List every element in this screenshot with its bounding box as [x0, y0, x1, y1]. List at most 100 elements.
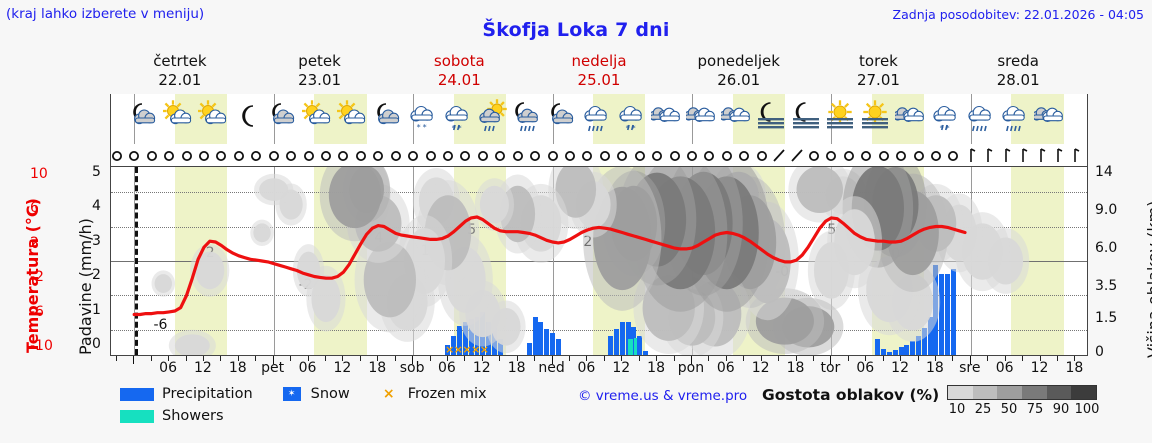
cloudheight-tick-label: 1.5	[1095, 310, 1118, 326]
location-menu-note[interactable]: (kraj lahko izberete v meniju)	[6, 6, 205, 22]
page-title: Škofja Loka 7 dni	[482, 19, 670, 41]
precipitation-bar	[550, 332, 555, 355]
wind-barb-icon	[318, 147, 334, 164]
precipitation-bar	[619, 322, 625, 355]
precipitation-bar	[457, 325, 463, 355]
wind-barb-icon	[945, 147, 961, 164]
shower-bar	[634, 337, 640, 355]
x-axis-label: 06	[159, 360, 178, 376]
x-axis-tick	[882, 356, 884, 361]
x-axis-tick	[778, 356, 780, 361]
day-name: torek	[859, 52, 898, 70]
svg-text:*: *	[457, 124, 461, 133]
x-axis-tick	[708, 356, 710, 361]
last-updated-text: Zadnja posodobitev: 22.01.2026 - 04:05	[892, 7, 1144, 22]
weather-icon-cloud	[1032, 96, 1064, 142]
precipitation-bar	[916, 336, 921, 355]
wind-barb-icon	[911, 147, 927, 164]
cloud-density-step	[948, 386, 973, 399]
x-axis-tick	[812, 356, 814, 361]
x-axis-tick	[185, 356, 187, 361]
x-axis-label: ned	[538, 360, 565, 376]
precipitation-tick-label: 5	[92, 164, 101, 180]
wind-barb-icon	[213, 147, 229, 164]
day-header-nedelja: nedelja 25.01	[529, 52, 669, 92]
x-axis-tick	[220, 356, 222, 361]
weather-icon-moon-cloud	[267, 96, 297, 142]
x-axis-tick	[638, 356, 640, 361]
wind-barb-icon	[876, 147, 892, 164]
x-axis-tick	[1022, 356, 1024, 361]
wind-barb-icon	[1050, 147, 1066, 164]
wind-barb-icon	[579, 147, 595, 164]
day-header-četrtek: četrtek 22.01	[110, 52, 250, 92]
x-axis-label: 12	[891, 360, 910, 376]
x-axis-label: 06	[716, 360, 735, 376]
x-axis-label: 18	[228, 360, 247, 376]
precipitation-bar	[921, 328, 927, 355]
day-separator	[134, 167, 136, 355]
x-axis-tick	[255, 356, 257, 361]
legend-label: Snow	[310, 386, 350, 402]
x-axis-label: 12	[333, 360, 352, 376]
frozen-mix-marker: ×	[479, 343, 490, 356]
x-axis-tick	[917, 356, 919, 361]
x-axis-label: 06	[438, 360, 456, 376]
wind-barb-icon	[475, 147, 491, 164]
weather-icon-cloud	[892, 96, 925, 142]
weather-icon-sun-fog	[825, 96, 855, 142]
legend-row: Precipitation ✶ Snow × Frozen mix	[120, 384, 509, 404]
day-header-ponedeljek: ponedeljek 26.01	[669, 52, 809, 92]
temperature-tick-label: 10	[30, 165, 48, 182]
x-axis-tick	[830, 356, 832, 364]
cloud-density-field	[151, 167, 1030, 355]
wind-barb-icon	[196, 147, 212, 164]
weather-icon-moon-fog	[755, 96, 785, 142]
day-date: 24.01	[437, 71, 481, 89]
weather-icon-moon-fog	[790, 96, 820, 142]
x-axis-tick	[202, 356, 204, 361]
weather-icon-cloud-sleet: * *	[930, 96, 960, 142]
precipitation-bar	[625, 322, 631, 355]
x-axis-tick	[133, 356, 135, 364]
wind-barb-icon	[928, 147, 944, 164]
precipitation-bar	[643, 350, 648, 355]
weather-icon-cloud-rain	[965, 96, 995, 142]
cloud-density-scale-label: 90	[1052, 402, 1070, 417]
x-axis-tick	[603, 356, 605, 361]
day-name: sreda	[997, 52, 1039, 70]
precipitation-bar	[875, 339, 881, 355]
wind-barb-icon	[719, 147, 735, 164]
svg-text:*: *	[939, 124, 943, 133]
legend-row: Showers	[120, 406, 246, 426]
day-date: 25.01	[577, 71, 621, 89]
cloudheight-tick-label: 3.5	[1095, 278, 1118, 294]
cloud-density-step	[1022, 386, 1047, 399]
x-axis-tick	[446, 356, 448, 361]
legend-label: Frozen mix	[407, 386, 487, 402]
shower-bar	[628, 339, 634, 355]
precipitation-bar	[904, 344, 910, 355]
precipitation-bar	[538, 322, 544, 355]
wind-barb-icon	[492, 147, 508, 164]
x-axis-tick	[272, 356, 274, 364]
x-axis-tick	[795, 356, 797, 361]
cloud-density-scale-label: 75	[1026, 402, 1044, 417]
wind-barb-icon	[510, 147, 526, 164]
temperature-value-label: -6	[153, 316, 168, 333]
x-axis-label: sob	[399, 360, 425, 376]
wind-barb-icon	[963, 147, 979, 164]
x-axis-label: 12	[751, 360, 770, 376]
svg-text:*: *	[451, 124, 455, 133]
day-date: 28.01	[996, 71, 1040, 89]
x-axis-label: 18	[507, 360, 526, 376]
x-axis-tick	[586, 356, 588, 361]
x-axis-tick	[464, 356, 466, 361]
copyright-text[interactable]: © vreme.us & vreme.pro	[578, 388, 748, 404]
x-axis-tick	[377, 356, 379, 361]
weather-icon-moon-cloud	[372, 96, 402, 142]
temperature-axis-title: Temperatura (°C)	[23, 198, 42, 353]
meteogram-plot[interactable]: ×××××2-6-2415242-0504	[110, 166, 1088, 356]
x-axis-label: tor	[820, 360, 841, 376]
frozen-mix-marker: ×	[471, 343, 481, 356]
